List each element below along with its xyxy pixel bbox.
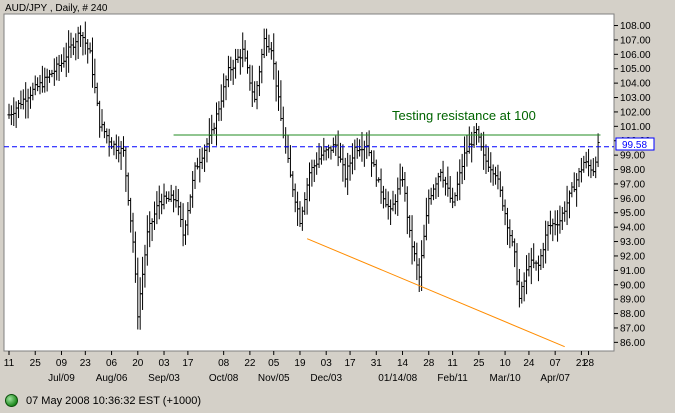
- x-tick-month-label: Sep/03: [148, 373, 180, 384]
- y-tick-label: 89.00: [620, 295, 645, 306]
- x-tick-month-label: Mar/10: [490, 373, 522, 384]
- y-tick-label: 101.00: [620, 122, 651, 133]
- x-tick-day-label: 24: [523, 358, 535, 369]
- x-tick-month-label: Oct/08: [209, 373, 239, 384]
- y-tick-label: 105.00: [620, 64, 651, 75]
- connection-status-icon: [5, 394, 18, 407]
- y-tick-label: 97.00: [620, 179, 645, 190]
- y-tick-label: 103.00: [620, 93, 651, 104]
- y-tick-label: 104.00: [620, 79, 651, 90]
- x-tick-day-label: 08: [218, 358, 230, 369]
- x-tick-day-label: 22: [244, 358, 256, 369]
- y-tick-label: 86.00: [620, 338, 645, 349]
- y-tick-label: 107.00: [620, 35, 651, 46]
- x-tick-month-label: Jul/09: [48, 373, 75, 384]
- x-tick-day-label: 21: [576, 358, 588, 369]
- x-tick-month-label: Feb/11: [437, 373, 468, 384]
- x-tick-day-label: 11: [4, 358, 15, 369]
- y-tick-label: 99.00: [620, 151, 645, 162]
- reference-lines: [4, 134, 614, 348]
- y-tick-label: 96.00: [620, 194, 645, 205]
- x-tick-day-label: 03: [321, 358, 333, 369]
- y-tick-label: 95.00: [620, 208, 645, 219]
- y-tick-label: 90.00: [620, 280, 645, 291]
- plot-area[interactable]: [3, 13, 615, 352]
- annotation-testing-resistance: Testing resistance at 100: [392, 108, 536, 123]
- last-price-label: 99.58: [622, 140, 647, 151]
- x-tick-month-label: Dec/03: [310, 373, 342, 384]
- x-tick-day-label: 11: [447, 358, 458, 369]
- x-tick-day-label: 20: [132, 358, 144, 369]
- x-tick-day-label: 14: [397, 358, 409, 369]
- x-tick-day-label: 28: [423, 358, 435, 369]
- y-tick-label: 98.00: [620, 165, 645, 176]
- x-tick-day-label: 03: [158, 358, 170, 369]
- last-price-marker: 99.58: [615, 137, 655, 151]
- x-tick-day-label: 17: [344, 358, 356, 369]
- y-tick-label: 87.00: [620, 323, 645, 334]
- x-tick-month-label: Apr/07: [540, 373, 570, 384]
- y-tick-label: 106.00: [620, 50, 651, 61]
- x-tick-day-label: 07: [550, 358, 562, 369]
- status-bar: 07 May 2008 10:36:32 EST (+1000): [0, 388, 675, 413]
- y-tick-label: 92.00: [620, 251, 645, 262]
- x-tick-day-label: 28: [583, 358, 595, 369]
- chart-title: AUD/JPY , Daily, # 240: [5, 3, 108, 14]
- status-timestamp: 07 May 2008 10:36:32 EST (+1000): [26, 394, 202, 407]
- y-tick-label: 94.00: [620, 223, 645, 234]
- x-axis: 11 25 09 23 06 20 03 17 08 22 05 19 03 17 31 14 28 11 25 10…: [4, 351, 595, 384]
- x-tick-day-label: 17: [182, 358, 194, 369]
- y-tick-label: 102.00: [620, 107, 651, 118]
- x-tick-day-label: 10: [500, 358, 512, 369]
- price-bars: [7, 21, 600, 330]
- y-tick-label: 108.00: [620, 21, 651, 32]
- x-tick-month-label: Nov/05: [258, 373, 290, 384]
- y-tick-label: 93.00: [620, 237, 645, 248]
- x-tick-day-label: 23: [80, 358, 92, 369]
- x-tick-day-label: 31: [371, 358, 383, 369]
- x-tick-day-label: 19: [294, 358, 306, 369]
- x-tick-day-label: 25: [30, 358, 42, 369]
- support-trendline: [306, 238, 565, 348]
- x-tick-day-label: 05: [268, 358, 280, 369]
- x-tick-day-label: 09: [56, 358, 68, 369]
- y-tick-label: 88.00: [620, 309, 645, 320]
- x-tick-day-label: 25: [473, 358, 485, 369]
- x-tick-month-label: Aug/06: [96, 373, 128, 384]
- x-tick-month-label: 01/14/08: [378, 373, 417, 384]
- x-tick-day-label: 06: [106, 358, 118, 369]
- y-tick-label: 91.00: [620, 266, 645, 277]
